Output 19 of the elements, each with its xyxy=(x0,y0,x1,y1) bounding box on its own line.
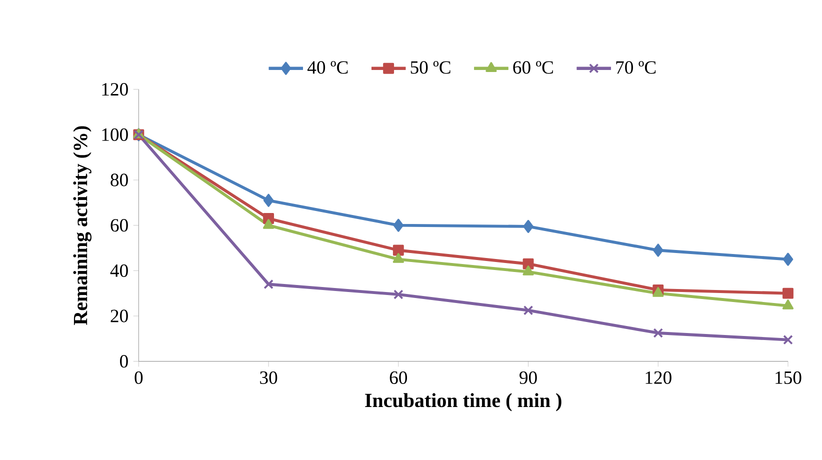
x-tick-label: 150 xyxy=(776,371,802,384)
x-axis-title: Incubation time ( min ) xyxy=(365,393,562,412)
x-tick-label: 90 xyxy=(520,371,537,384)
legend-label: 50 ºC xyxy=(410,61,450,74)
x-tick-label: 0 xyxy=(134,371,143,384)
x-tick-label: 30 xyxy=(260,371,278,384)
legend-label: 70 ºC xyxy=(616,61,656,74)
y-tick-label: 100 xyxy=(102,128,128,141)
y-tick-label: 0 xyxy=(120,355,128,368)
y-tick-label: 20 xyxy=(110,310,128,322)
y-tick-label: 120 xyxy=(102,83,128,96)
x-tick-label: 120 xyxy=(646,371,672,384)
x-tick-label: 60 xyxy=(390,371,408,384)
y-tick-label: 80 xyxy=(110,174,128,186)
legend-label: 60 ºC xyxy=(513,61,553,74)
y-tick-label: 40 xyxy=(110,264,128,277)
legend-label: 40 ºC xyxy=(307,61,348,74)
y-tick-label: 60 xyxy=(110,219,128,232)
y-axis-title: Remaining activity (%) xyxy=(73,126,92,325)
